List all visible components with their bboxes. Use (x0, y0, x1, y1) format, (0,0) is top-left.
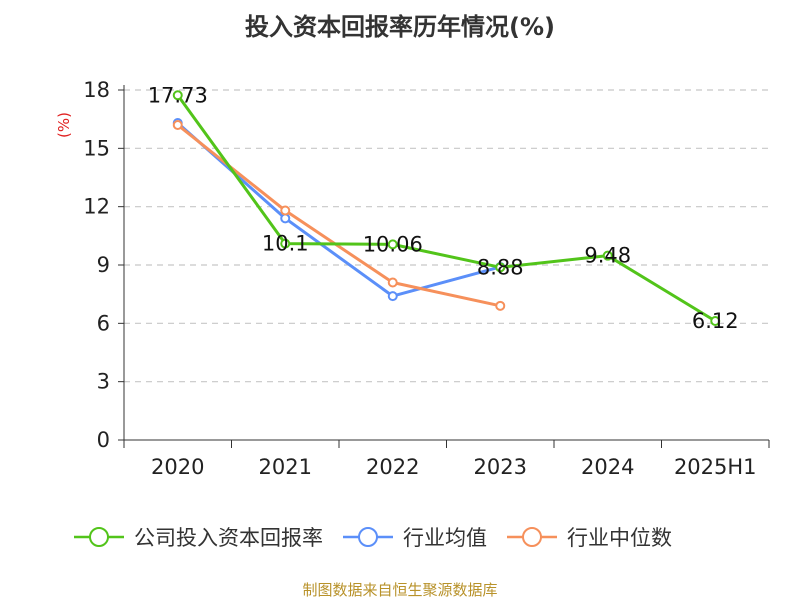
data-label: 9.48 (584, 244, 631, 268)
data-label: 10.1 (262, 232, 309, 256)
legend-label: 行业均值 (403, 526, 487, 550)
x-tick-label: 2024 (581, 455, 634, 479)
data-point (280, 238, 291, 249)
y-tick-label: 6 (97, 311, 110, 335)
grid-lines (124, 89, 769, 383)
legend-label: 公司投入资本回报率 (134, 526, 323, 550)
series-line (176, 94, 717, 323)
legend-marker (89, 527, 109, 547)
legend: 公司投入资本回报率 行业均值 行业中位数 (74, 526, 672, 550)
data-point (495, 262, 506, 273)
data-point (495, 300, 506, 311)
data-point (387, 239, 398, 250)
y-tick-label: 9 (97, 253, 110, 277)
data-point (172, 90, 183, 101)
legend-marker (358, 527, 378, 547)
y-tick-label: 12 (83, 195, 110, 219)
data-point (387, 277, 398, 288)
x-tick-label: 2025H1 (674, 455, 757, 479)
x-tick-label: 2021 (259, 455, 312, 479)
legend-item: 行业均值 (343, 526, 487, 550)
x-tick-label: 2020 (151, 455, 204, 479)
data-label: 8.88 (477, 255, 524, 279)
data-point (602, 250, 613, 261)
data-label: 17.73 (148, 83, 208, 107)
source-note: 制图数据来自恒生聚源数据库 (302, 581, 497, 599)
series-0 (172, 90, 721, 326)
series-layer (172, 90, 721, 326)
data-labels-layer: 17.73 10.1 10.06 8.88 9.48 6.12 (148, 83, 739, 333)
legend-item: 行业中位数 (507, 526, 672, 550)
legend-item: 公司投入资本回报率 (74, 526, 323, 550)
x-tick-label: 2022 (366, 455, 419, 479)
y-axis-label: (%) (55, 112, 73, 138)
data-label: 10.06 (363, 232, 423, 256)
data-point (710, 316, 721, 326)
chart-title: 投入资本回报率历年情况(%) (245, 13, 555, 41)
series-2 (172, 120, 506, 311)
axes: 0 3 6 9 12 15 18 2020 2021 2022 2023 2024 2025H1 (83, 78, 770, 479)
x-tick-label: 2023 (474, 455, 527, 479)
y-tick-label: 0 (97, 428, 110, 452)
data-point (172, 120, 183, 130)
series-1 (172, 118, 506, 302)
y-tick-label: 15 (83, 136, 110, 160)
y-tick-label: 3 (97, 370, 110, 394)
legend-label: 行业中位数 (567, 526, 672, 550)
data-label: 6.12 (692, 309, 739, 333)
legend-marker (522, 527, 542, 547)
data-point (280, 205, 291, 216)
series-line (176, 121, 501, 298)
data-point (387, 291, 398, 302)
y-tick-label: 18 (83, 78, 110, 102)
